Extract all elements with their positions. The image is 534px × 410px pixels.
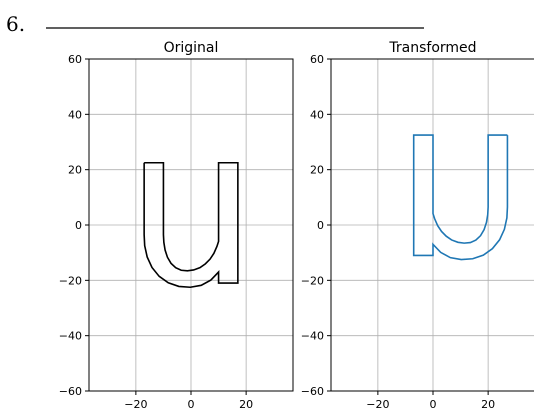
y-tick-label: −20 (301, 274, 324, 287)
y-tick-label: 20 (310, 164, 324, 177)
y-tick-label: −40 (59, 330, 82, 343)
y-tick-label: 60 (68, 53, 82, 66)
y-tick-label: −20 (59, 274, 82, 287)
y-tick-label: 0 (317, 219, 324, 232)
y-tick-label: −60 (59, 385, 82, 398)
y-tick-label: −60 (301, 385, 324, 398)
chart-title: Original (164, 40, 219, 56)
letter-u-outline (143, 161, 239, 289)
y-tick-label: 40 (310, 108, 324, 121)
y-tick-label: 0 (75, 219, 82, 232)
x-tick-label: 20 (481, 398, 495, 410)
x-tick-label: 0 (430, 398, 437, 410)
y-tick-label: 20 (68, 164, 82, 177)
question-number: 6. (6, 12, 25, 36)
x-tick-label: −20 (124, 398, 147, 410)
x-tick-label: −20 (366, 398, 389, 410)
original-chart: −20 0 20 −60 −40 −20 0 20 40 60 Original (59, 40, 294, 410)
chart-title: Transformed (388, 40, 476, 56)
y-tick-label: 60 (310, 53, 324, 66)
x-tick-label: 20 (239, 398, 253, 410)
transformed-chart: −20 0 20 −60 −40 −20 0 20 40 60 Transformed (301, 40, 534, 410)
y-tick-label: −40 (301, 330, 324, 343)
x-tick-label: 0 (188, 398, 195, 410)
letter-u-outline (412, 134, 509, 261)
y-tick-label: 40 (68, 108, 82, 121)
